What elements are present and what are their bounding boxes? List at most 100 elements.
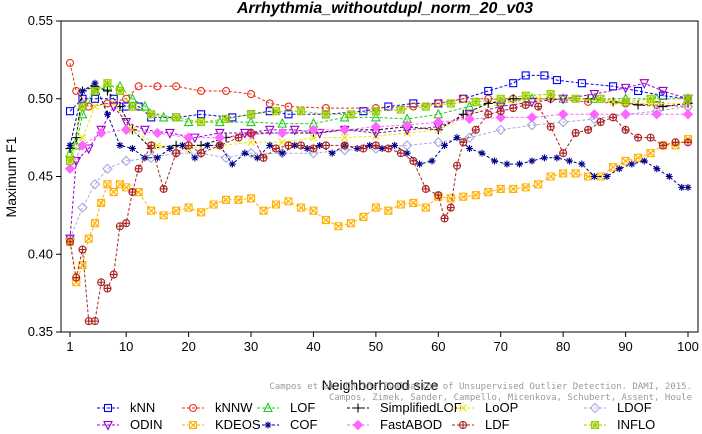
data-point-ldf bbox=[496, 107, 505, 116]
data-point-ldf bbox=[309, 144, 318, 153]
data-point-ldf bbox=[484, 110, 493, 119]
series-fastabod bbox=[64, 109, 694, 174]
data-point-ldf bbox=[234, 133, 243, 142]
data-point-ldf bbox=[584, 125, 593, 134]
data-point-knn bbox=[90, 94, 100, 103]
data-point-ldf bbox=[284, 141, 293, 150]
data-point-ldf bbox=[434, 191, 443, 200]
data-point-cof bbox=[640, 157, 648, 165]
data-point-ldf bbox=[634, 133, 643, 142]
data-point-knnw bbox=[153, 82, 162, 91]
data-point-cof bbox=[578, 160, 586, 168]
data-point-ldf bbox=[459, 138, 468, 147]
data-point-cof bbox=[128, 145, 136, 153]
data-point-kdeos bbox=[296, 203, 306, 212]
y-tick-label: 0.35 bbox=[28, 324, 53, 339]
data-point-ldof bbox=[464, 132, 475, 143]
legend-marker-lof bbox=[263, 402, 273, 413]
data-point-kdeos bbox=[90, 219, 100, 228]
data-point-fastabod bbox=[77, 140, 88, 151]
data-point-cof bbox=[391, 141, 399, 149]
data-point-ldf bbox=[340, 141, 349, 150]
legend-label-kdeos: KDEOS bbox=[215, 417, 261, 432]
data-point-fastabod bbox=[96, 127, 107, 139]
data-point-cof bbox=[678, 183, 686, 191]
data-point-knnw bbox=[434, 99, 443, 108]
data-point-ldf bbox=[184, 141, 193, 150]
data-point-kdeos bbox=[346, 219, 355, 228]
data-point-inflo bbox=[471, 97, 480, 106]
data-point-cof bbox=[553, 154, 561, 162]
data-point-ldf bbox=[197, 149, 206, 158]
data-point-cof bbox=[241, 149, 249, 157]
data-point-ldf bbox=[446, 203, 455, 212]
legend-entry-odin: ODIN bbox=[97, 417, 163, 432]
data-point-fastabod bbox=[557, 109, 569, 120]
data-point-kdeos bbox=[222, 195, 231, 204]
x-tick-label: 80 bbox=[556, 339, 570, 354]
data-point-kdeos bbox=[484, 188, 493, 197]
data-point-kdeos bbox=[184, 203, 193, 212]
data-point-lof bbox=[370, 111, 381, 122]
data-point-ldf bbox=[72, 273, 81, 282]
data-point-odin bbox=[83, 144, 94, 155]
data-point-inflo bbox=[90, 86, 100, 96]
x-axis: 1 10 20 30 40 50 60 70 80 90 100 bbox=[66, 332, 699, 354]
data-point-cof bbox=[66, 141, 74, 149]
data-point-kdeos bbox=[359, 212, 368, 221]
data-point-fastabod bbox=[682, 109, 694, 120]
data-point-simplifiedlof bbox=[633, 100, 643, 110]
legend-entry-ldof: LDOF bbox=[584, 400, 652, 415]
x-tick-label: 50 bbox=[369, 339, 383, 354]
data-point-cof bbox=[653, 165, 661, 173]
legend-entry-knn: kNN bbox=[97, 400, 155, 415]
data-point-odin bbox=[464, 110, 475, 121]
data-point-loop bbox=[340, 133, 349, 142]
data-point-fastabod bbox=[464, 113, 475, 125]
legend-marker-inflo bbox=[590, 420, 600, 430]
data-point-ldof bbox=[495, 124, 507, 136]
data-point-cof bbox=[478, 149, 486, 157]
data-point-inflo bbox=[571, 94, 580, 103]
data-point-inflo bbox=[596, 94, 605, 103]
data-point-ldof bbox=[220, 152, 232, 164]
legend-marker-cof bbox=[264, 421, 272, 429]
data-point-inflo bbox=[621, 97, 630, 106]
data-point-loop bbox=[153, 141, 162, 150]
data-point-fastabod bbox=[370, 121, 382, 132]
data-point-ldf bbox=[90, 317, 100, 326]
data-point-inflo bbox=[78, 102, 87, 111]
legend-label-ldof: LDOF bbox=[617, 400, 652, 415]
series-ldf bbox=[65, 100, 693, 326]
data-point-ldf bbox=[103, 284, 112, 293]
data-point-cof bbox=[278, 149, 286, 157]
data-point-cof bbox=[366, 141, 374, 149]
data-point-ldf bbox=[521, 100, 530, 110]
data-point-ldof bbox=[245, 147, 257, 159]
legend-label-fastabod: FastABOD bbox=[380, 417, 442, 432]
series-knnw bbox=[65, 58, 693, 113]
data-point-odin bbox=[620, 83, 631, 94]
x-axis-label: Neighborhood size bbox=[322, 377, 439, 393]
data-point-odin bbox=[164, 128, 175, 139]
data-point-inflo bbox=[222, 114, 231, 124]
data-point-knn bbox=[609, 82, 618, 91]
data-point-ldof bbox=[89, 178, 101, 190]
data-point-odin bbox=[589, 90, 600, 100]
data-point-cof bbox=[153, 154, 161, 162]
legend-entry-kdeos: KDEOS bbox=[182, 417, 261, 432]
data-point-cof bbox=[191, 154, 199, 162]
data-point-inflo bbox=[346, 110, 355, 119]
data-point-ldf bbox=[421, 184, 430, 193]
data-point-fastabod bbox=[589, 109, 600, 120]
data-point-fastabod bbox=[308, 124, 319, 136]
data-point-ldof bbox=[120, 155, 132, 167]
data-point-loop bbox=[247, 138, 255, 147]
data-point-kdeos bbox=[197, 208, 206, 217]
data-point-cof bbox=[490, 157, 498, 165]
data-point-knn bbox=[484, 86, 493, 96]
data-point-kdeos bbox=[147, 206, 156, 215]
data-point-cof bbox=[178, 141, 186, 149]
data-point-odin bbox=[121, 118, 132, 128]
